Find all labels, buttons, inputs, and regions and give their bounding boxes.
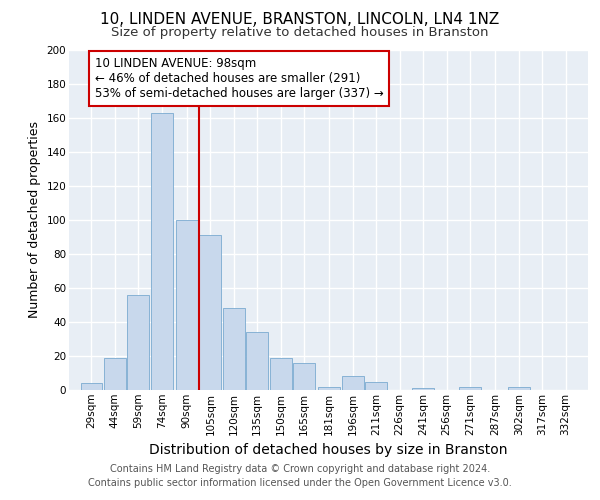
- Bar: [293, 363, 315, 390]
- Text: Contains HM Land Registry data © Crown copyright and database right 2024.
Contai: Contains HM Land Registry data © Crown c…: [88, 464, 512, 487]
- Bar: [247, 332, 268, 390]
- Bar: [459, 386, 481, 390]
- Bar: [342, 376, 364, 390]
- Text: 10, LINDEN AVENUE, BRANSTON, LINCOLN, LN4 1NZ: 10, LINDEN AVENUE, BRANSTON, LINCOLN, LN…: [100, 12, 500, 28]
- X-axis label: Distribution of detached houses by size in Branston: Distribution of detached houses by size …: [149, 443, 508, 457]
- Bar: [127, 295, 149, 390]
- Bar: [319, 386, 340, 390]
- Bar: [270, 358, 292, 390]
- Bar: [199, 236, 221, 390]
- Bar: [80, 383, 102, 390]
- Bar: [223, 308, 245, 390]
- Text: Size of property relative to detached houses in Branston: Size of property relative to detached ho…: [111, 26, 489, 39]
- Bar: [151, 113, 173, 390]
- Bar: [365, 382, 387, 390]
- Bar: [104, 358, 126, 390]
- Y-axis label: Number of detached properties: Number of detached properties: [28, 122, 41, 318]
- Bar: [412, 388, 434, 390]
- Bar: [508, 386, 530, 390]
- Bar: [176, 220, 198, 390]
- Text: 10 LINDEN AVENUE: 98sqm
← 46% of detached houses are smaller (291)
53% of semi-d: 10 LINDEN AVENUE: 98sqm ← 46% of detache…: [95, 57, 383, 100]
